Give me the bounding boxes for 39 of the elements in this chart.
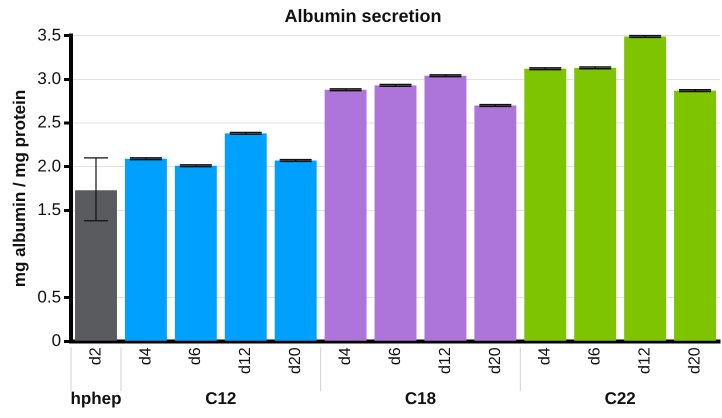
y-axis-title: mg albumin / mg protein [10, 90, 29, 288]
text: C22 [604, 388, 636, 408]
x-tick-label: d20 [287, 347, 304, 374]
y-tick-label: 0 [52, 330, 62, 350]
y-tick-label: 3.5 [37, 25, 62, 44]
x-tick-label: d6 [386, 347, 404, 366]
x-tick-label: d4 [137, 347, 154, 366]
x-tick-label: d2 [87, 347, 104, 366]
bar [224, 133, 267, 341]
y-tick-label: 3.0 [37, 68, 62, 88]
y-tick-label: 1.5 [37, 200, 62, 219]
y-tick-label: 2.5 [37, 112, 62, 132]
y-tick-label: 0.5 [37, 287, 62, 306]
chart-title: Albumin secretion [284, 6, 442, 26]
bar [574, 68, 616, 341]
bar [124, 158, 167, 341]
x-tick-label: d12 [636, 347, 654, 374]
x-tick-label: d6 [586, 347, 604, 366]
text: hphep [70, 388, 122, 408]
bar [75, 190, 117, 341]
bar [374, 85, 416, 341]
text: C12 [205, 388, 236, 408]
bar [324, 90, 367, 341]
x-tick-label: d12 [436, 347, 454, 374]
x-tick-label: d12 [237, 347, 254, 374]
y-tick-label: 2.0 [37, 156, 62, 176]
bar [524, 68, 566, 341]
x-tick-label: d4 [536, 347, 554, 366]
x-tick-label: d4 [337, 347, 354, 366]
x-tick-label: d6 [187, 347, 204, 366]
x-tick-label: d20 [486, 347, 504, 374]
x-tick-label: d20 [686, 347, 704, 374]
bar [424, 76, 466, 341]
text: C18 [404, 388, 436, 408]
bar [474, 105, 516, 341]
bar [674, 90, 716, 341]
bar [624, 36, 666, 341]
bar [174, 166, 217, 341]
bar [274, 160, 317, 341]
